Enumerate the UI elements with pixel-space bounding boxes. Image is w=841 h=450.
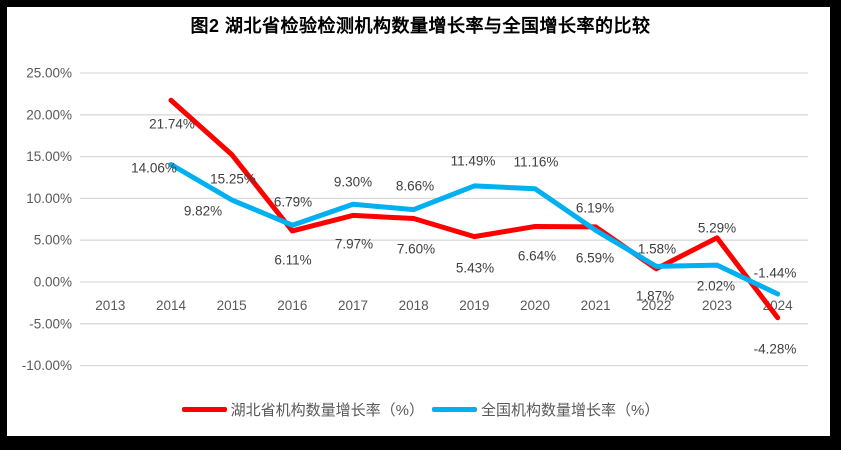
x-axis-label: 2013	[95, 298, 125, 313]
x-axis-label: 2015	[217, 298, 247, 313]
y-axis-tick-label: 25.00%	[26, 66, 72, 81]
data-label: 1.58%	[638, 242, 676, 257]
chart-legend: 湖北省机构数量增长率（%） 全国机构数量增长率（%）	[0, 399, 841, 420]
y-axis-tick-label: -5.00%	[29, 316, 72, 331]
data-label: 11.16%	[514, 155, 559, 170]
data-label: 5.43%	[456, 261, 494, 276]
series-line-national	[168, 162, 781, 297]
x-axis-label: 2020	[520, 298, 550, 313]
y-axis-tick-label: 20.00%	[26, 107, 72, 122]
data-label: 6.79%	[274, 195, 312, 210]
x-axis-label: 2017	[338, 298, 368, 313]
data-label: 6.64%	[518, 249, 556, 264]
y-axis-tick-label: -10.00%	[22, 358, 72, 373]
data-label: 14.06%	[131, 161, 177, 176]
legend-label-national: 全国机构数量增长率（%）	[481, 402, 660, 419]
x-axis-label: 2023	[702, 298, 732, 313]
legend-swatch-national	[432, 407, 477, 412]
x-axis-label: 2021	[581, 298, 611, 313]
y-axis-tick-label: 10.00%	[26, 191, 72, 206]
data-label: 7.97%	[335, 237, 373, 252]
data-label: 1.87%	[636, 289, 674, 304]
legend-label-hubei: 湖北省机构数量增长率（%）	[230, 402, 424, 419]
legend-item-hubei: 湖北省机构数量增长率（%）	[181, 399, 424, 420]
data-label: 9.82%	[184, 204, 222, 219]
data-label: 11.49%	[451, 154, 496, 169]
data-label: 6.19%	[576, 201, 614, 216]
data-label: 6.59%	[576, 251, 614, 266]
legend-item-national: 全国机构数量增长率（%）	[432, 399, 659, 420]
y-axis-tick-label: 0.00%	[34, 275, 72, 290]
legend-swatch-hubei	[181, 407, 227, 412]
x-axis-label: 2018	[399, 298, 429, 313]
data-label: -4.28%	[754, 342, 797, 357]
x-axis-label: 2022	[641, 298, 671, 313]
y-axis-tick-label: 5.00%	[34, 233, 72, 248]
x-axis-label: 2019	[459, 298, 489, 313]
data-label: 5.29%	[698, 221, 736, 236]
series-line-hubei	[168, 97, 781, 321]
data-label: -1.44%	[754, 266, 797, 281]
data-label: 21.74%	[149, 117, 195, 132]
data-label: 7.60%	[397, 242, 435, 257]
data-label: 15.25%	[210, 172, 256, 187]
y-axis-tick-label: 15.00%	[26, 149, 72, 164]
data-label: 6.11%	[274, 253, 311, 268]
chart-title: 图2 湖北省检验检测机构数量增长率与全国增长率的比较	[190, 16, 651, 36]
data-label: 8.66%	[396, 179, 434, 194]
x-axis-label: 2016	[277, 298, 307, 313]
x-axis-label: 2014	[156, 298, 187, 313]
data-label: 2.02%	[697, 279, 735, 294]
data-label: 9.30%	[334, 175, 372, 190]
